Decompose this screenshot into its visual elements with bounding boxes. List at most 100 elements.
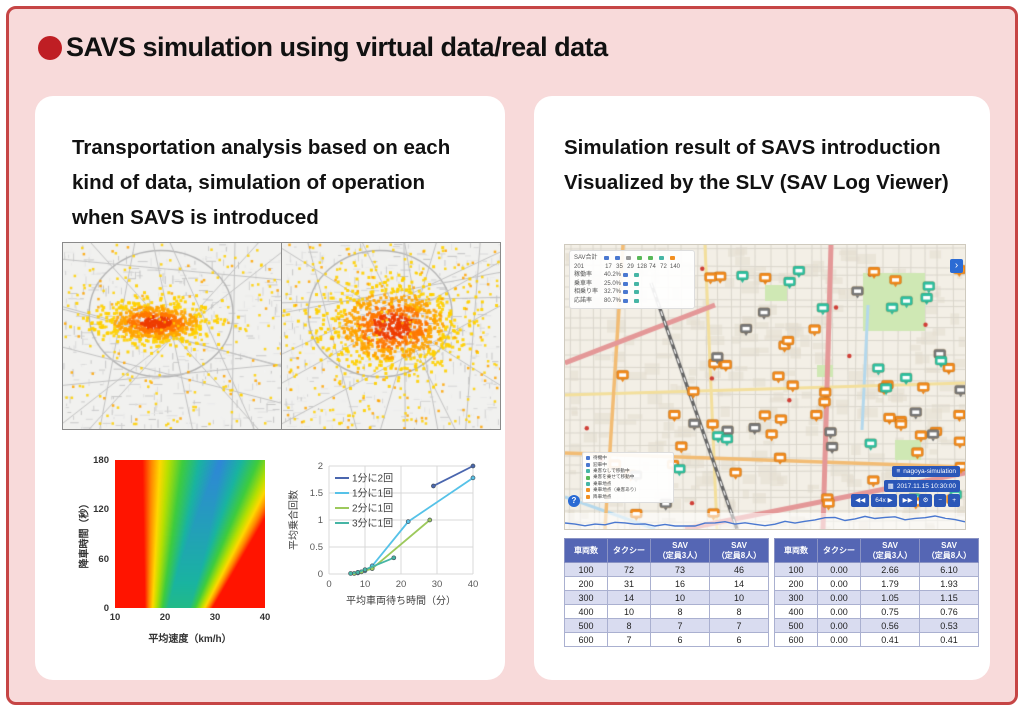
- line-chart: 0 0.5 1 1.5 2 0 10 20 30 40 平均車両待ち時間（分） 平均乗合回数 1分に2回…: [287, 446, 497, 671]
- legend-item: 迎車中: [586, 462, 670, 468]
- legend-item: 乗車地点（乗客あり）: [586, 487, 670, 493]
- table-cell: 8: [709, 604, 769, 619]
- legend-marker-icon: [586, 469, 590, 474]
- svg-text:2分に1回: 2分に1回: [352, 503, 393, 515]
- table-cell: 10: [709, 590, 769, 605]
- right-heading-line2: Visualized by the SLV (SAV Log Viewer): [564, 171, 949, 194]
- left-heading-line1: Transportation analysis based on each: [72, 136, 451, 159]
- table-cell: 200: [564, 576, 608, 591]
- settings-button[interactable]: ⚙: [918, 494, 933, 507]
- table-cell: 8: [650, 604, 710, 619]
- right-heading-line1: Simulation result of SAVS introduction: [564, 136, 941, 159]
- timeline-sparkline: [565, 515, 965, 527]
- vehicle-icon: [637, 256, 642, 261]
- vehicle-count: 17: [605, 263, 612, 270]
- table-cell: 1.15: [919, 590, 979, 605]
- table-row: 500 0.00 0.56 0.53: [774, 618, 979, 633]
- table-row: 100 72 73 46: [564, 562, 769, 577]
- legend-label: 乗客なしで移動中: [593, 467, 630, 473]
- metric-label: 乗車率: [574, 280, 593, 287]
- table-row: 300 0.00 1.05 1.15: [774, 590, 979, 605]
- table-cell: 600: [564, 632, 608, 647]
- metric-value: 80.7%: [604, 297, 622, 304]
- vehicle-count: 74: [649, 263, 656, 270]
- vehicle-icon: [634, 273, 640, 278]
- slv-map-viewer[interactable]: SAV合計 201 17 35 29 128 74 72 140 稼働率 40.2% 乗車率 25.0%…: [564, 244, 966, 530]
- table-cell: 600: [774, 632, 818, 647]
- vehicle-icon: [670, 256, 675, 261]
- legend-marker-icon: [586, 481, 590, 486]
- table-cell: 6.10: [919, 562, 979, 577]
- heatmap-xlabel: 平均速度（km/h）: [148, 634, 232, 645]
- vehicle-icon: [623, 298, 629, 303]
- heatmap-xtick: 30: [209, 612, 221, 623]
- table-cell: 14: [709, 576, 769, 591]
- heatmap-ytick: 180: [93, 455, 109, 466]
- vehicle-count: 72: [660, 263, 667, 270]
- stats-total: 201: [574, 263, 585, 270]
- table-cell: 16: [650, 576, 710, 591]
- rewind-button[interactable]: ◀◀: [851, 494, 870, 507]
- legend-item: 乗車地点: [586, 481, 670, 487]
- legend-label: 迎車中: [593, 461, 607, 467]
- table-row: 400 0.00 0.75 0.76: [774, 604, 979, 619]
- vehicle-count: 29: [627, 263, 634, 270]
- vehicle-icon: [623, 273, 629, 278]
- legend-marker-icon: [586, 475, 590, 480]
- table-cell: 0.00: [817, 604, 861, 619]
- zoom-in-button[interactable]: +: [948, 494, 960, 507]
- svg-text:1分に1回: 1分に1回: [352, 488, 393, 500]
- table-row: 600 7 6 6: [564, 632, 769, 647]
- forward-button[interactable]: ▶▶: [898, 494, 917, 507]
- density-maps: [62, 242, 501, 430]
- playback-controls: ◀◀ 64x ▶ ▶▶ ⚙ − +: [851, 494, 960, 507]
- table-row: 500 8 7 7: [564, 618, 769, 633]
- vehicle-icon: [634, 298, 640, 303]
- legend-marker-icon: [586, 462, 590, 467]
- zoom-out-button[interactable]: −: [934, 494, 947, 507]
- vehicle-icon: [659, 256, 664, 261]
- help-icon[interactable]: ?: [568, 495, 580, 507]
- table-cell: 2.66: [860, 562, 920, 577]
- svg-text:20: 20: [396, 579, 407, 590]
- stats-title: SAV合計: [574, 255, 598, 261]
- svg-text:30: 30: [432, 579, 443, 590]
- density-map-before: [62, 242, 282, 430]
- table-cell: 10: [607, 604, 651, 619]
- chevron-right-icon[interactable]: ›: [950, 259, 963, 273]
- svg-text:10: 10: [360, 579, 371, 590]
- table-header: 車両数: [564, 538, 608, 563]
- svg-text:0.5: 0.5: [310, 542, 323, 553]
- legend-item: 乗客を乗せて移動中: [586, 474, 670, 480]
- table-cell: 0.76: [919, 604, 979, 619]
- table-cell: 1.93: [919, 576, 979, 591]
- table-cell: 1.05: [860, 590, 920, 605]
- svg-text:0: 0: [318, 569, 323, 580]
- heatmap-ytick: 60: [98, 553, 109, 565]
- heatmap-ytick: 0: [103, 603, 109, 614]
- vehicle-icon: [634, 281, 640, 286]
- table-row: 600 0.00 0.41 0.41: [774, 632, 979, 647]
- table-cell: 8: [607, 618, 651, 633]
- table-header: SAV （定員3人）: [650, 538, 710, 563]
- simulation-name-badge: ≡ nagoya-simulation: [892, 466, 960, 477]
- metric-value: 25.0%: [604, 280, 622, 287]
- table-row: 100 0.00 2.66 6.10: [774, 562, 979, 577]
- page-title: SAVS simulation using virtual data/real …: [66, 32, 608, 62]
- table-header: タクシー: [817, 538, 861, 563]
- table-cell: 0.75: [860, 604, 920, 619]
- table-row: 400 10 8 8: [564, 604, 769, 619]
- vehicle-icon: [623, 290, 629, 295]
- title-row: SAVS simulation using virtual data/real …: [38, 32, 608, 63]
- table-row: 200 0.00 1.79 1.93: [774, 576, 979, 591]
- timeline-strip[interactable]: [565, 513, 965, 529]
- marker-legend: 待機中 迎車中 乗客なしで移動中 乗客を乗せて移動中 乗車地点 乗車地点（乗客あり） 降車地…: [582, 452, 674, 503]
- table-cell: 400: [774, 604, 818, 619]
- table-header: SAV （定員8人）: [709, 538, 769, 563]
- datetime-badge: ▦ 2017.11.15 10:30:00: [883, 480, 960, 492]
- table-cell: 500: [774, 618, 818, 633]
- play-speed-button[interactable]: 64x ▶: [871, 494, 897, 507]
- table-cell: 0.41: [919, 632, 979, 647]
- table-cell: 100: [564, 562, 608, 577]
- svg-text:平均乗合回数: 平均乗合回数: [287, 490, 300, 550]
